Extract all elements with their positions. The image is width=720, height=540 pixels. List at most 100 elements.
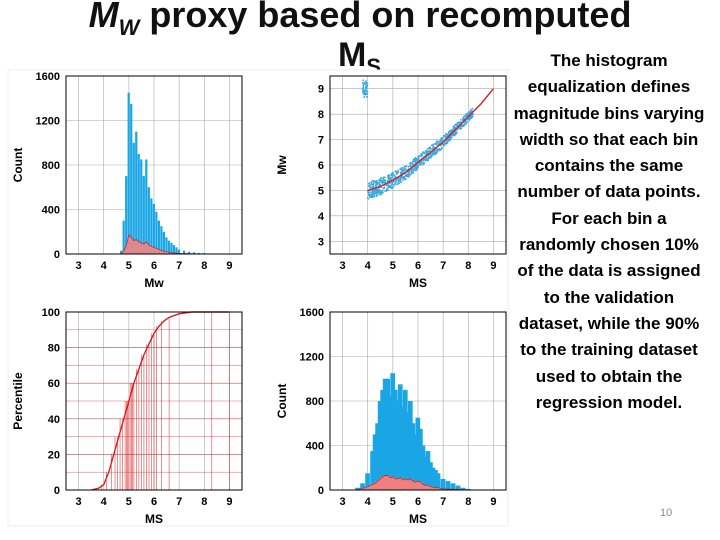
histogram-bar <box>395 478 401 490</box>
histogram-bar <box>165 251 168 254</box>
scatter-point <box>428 156 431 158</box>
histogram-bar <box>405 479 411 490</box>
histogram-bar <box>390 476 396 490</box>
scatter-point <box>371 193 374 196</box>
scatter-point <box>423 151 425 153</box>
scatter-point <box>372 189 375 192</box>
scatter-point <box>430 148 432 150</box>
scatter-point <box>435 149 438 152</box>
histogram-bar <box>407 401 413 490</box>
histogram-bar <box>125 176 128 254</box>
scatter-point <box>391 174 394 177</box>
histogram-bar <box>132 142 135 254</box>
description-text: The histogram equalization defines magni… <box>513 51 705 412</box>
scatter-point <box>443 135 445 137</box>
histogram-bar <box>370 451 375 490</box>
scatter-point <box>431 152 434 155</box>
scatter-point <box>371 191 373 194</box>
scatter-point <box>427 150 429 153</box>
scatter-point <box>404 165 407 168</box>
scatter-point <box>410 171 413 174</box>
histogram-bar <box>370 484 375 490</box>
scatter-point <box>438 147 441 150</box>
histogram-bar <box>145 241 148 254</box>
scatter-point <box>446 133 449 136</box>
scatter-point <box>384 179 387 182</box>
scatter-point <box>399 179 402 181</box>
histogram-bar <box>425 484 431 490</box>
scatter-point <box>371 195 374 198</box>
scatter-point <box>387 175 390 178</box>
x-tick-label: 7 <box>176 260 182 272</box>
scatter-point <box>433 153 436 155</box>
histogram-bar <box>135 131 138 254</box>
x-axis-label: Mw <box>144 276 164 290</box>
scatter-point <box>450 136 453 139</box>
scatter-point <box>365 80 367 82</box>
plot-frame <box>329 75 507 255</box>
scatter-point <box>420 161 423 164</box>
scatter-point <box>397 171 400 174</box>
scatter-point <box>387 184 390 187</box>
scatter-point <box>364 81 367 84</box>
scatter-point <box>384 181 387 184</box>
scatter-point <box>467 112 470 114</box>
scatter-point <box>390 173 393 175</box>
scatter-point <box>378 179 381 181</box>
plot-frame <box>65 75 243 255</box>
histogram-bar <box>162 231 166 254</box>
scatter-point <box>363 93 366 96</box>
histogram-bar <box>402 389 408 490</box>
scatter-point <box>365 87 368 89</box>
histogram-bar <box>380 389 386 490</box>
y-axis-label: Percentile <box>11 372 25 430</box>
scatter-point <box>376 191 379 194</box>
histogram-bar <box>418 482 423 490</box>
scatter-point <box>422 159 425 162</box>
scatter-point <box>445 132 448 135</box>
x-tick-label: 4 <box>365 260 372 272</box>
scatter-point <box>363 96 366 98</box>
histogram-bar <box>135 239 138 254</box>
histogram-bar <box>423 485 428 490</box>
scatter-point <box>414 169 417 171</box>
histogram-bar <box>433 487 438 490</box>
scatter-point <box>374 180 377 183</box>
histogram-bar <box>455 485 461 490</box>
histogram-bar <box>392 478 398 490</box>
scatter-point <box>371 185 374 188</box>
histogram-bar <box>147 245 150 254</box>
histogram-bar <box>372 483 378 490</box>
x-tick-label: 7 <box>440 496 446 508</box>
subset-outline <box>357 475 469 491</box>
scatter-point <box>407 165 410 168</box>
histogram-bar <box>385 475 391 490</box>
histogram-bar <box>420 484 426 490</box>
x-tick-label: 8 <box>465 260 471 272</box>
scatter-point <box>409 165 412 167</box>
scatter-point <box>398 182 401 185</box>
scatter-point <box>429 146 431 149</box>
scatter-point <box>455 132 458 135</box>
histogram-bar <box>395 401 401 490</box>
scatter-point <box>468 117 471 120</box>
scatter-point <box>417 155 420 157</box>
histogram-bar <box>415 481 421 490</box>
histogram-bar <box>122 220 125 254</box>
scatter-point <box>389 184 392 187</box>
scatter-point <box>364 89 366 92</box>
scatter-point <box>392 171 394 174</box>
y-tick-label: 40 <box>48 414 60 426</box>
scatter-point <box>405 165 408 168</box>
scatter-point <box>404 178 407 181</box>
scatter-point <box>384 176 386 179</box>
scatter-point <box>369 193 372 196</box>
scatter-point <box>412 159 415 162</box>
x-tick-label: 8 <box>465 496 471 508</box>
scatter-point <box>394 182 397 185</box>
histogram-bar <box>400 479 406 490</box>
histogram-bar <box>152 247 155 254</box>
scatter-point <box>460 127 462 130</box>
scatter-point <box>404 174 407 177</box>
histogram-bar <box>145 159 148 254</box>
